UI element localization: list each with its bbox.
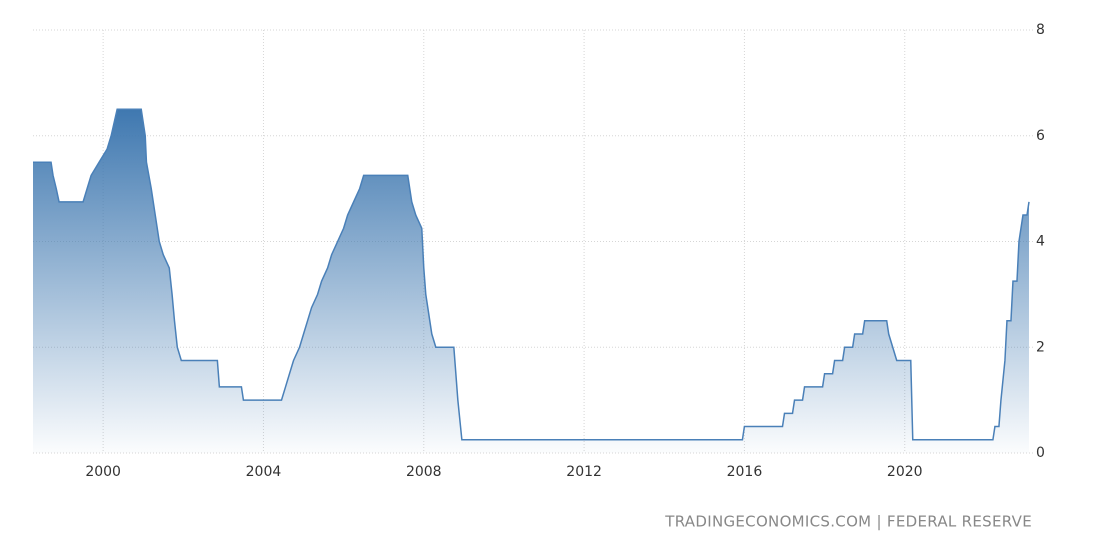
x-tick-label: 2004: [246, 464, 282, 480]
x-tick-label: 2012: [566, 464, 602, 480]
line: [33, 108, 1030, 441]
x-tick-label: 2000: [85, 464, 121, 480]
area-fill: [33, 109, 1029, 453]
source: TRADINGECONOMICS.COM | FEDERAL RESERVE: [664, 513, 1032, 531]
y-tick-label: 4: [1036, 234, 1045, 250]
y-tick-label: 0: [1036, 445, 1045, 461]
y-tick-label: 6: [1036, 128, 1045, 144]
y-tick-label: 8: [1036, 22, 1045, 38]
x-tick-label: 2020: [887, 464, 923, 480]
y-tick-label: 2: [1036, 339, 1045, 355]
x-tick-label: 2008: [406, 464, 442, 480]
x-tick-label: 2016: [727, 464, 763, 480]
